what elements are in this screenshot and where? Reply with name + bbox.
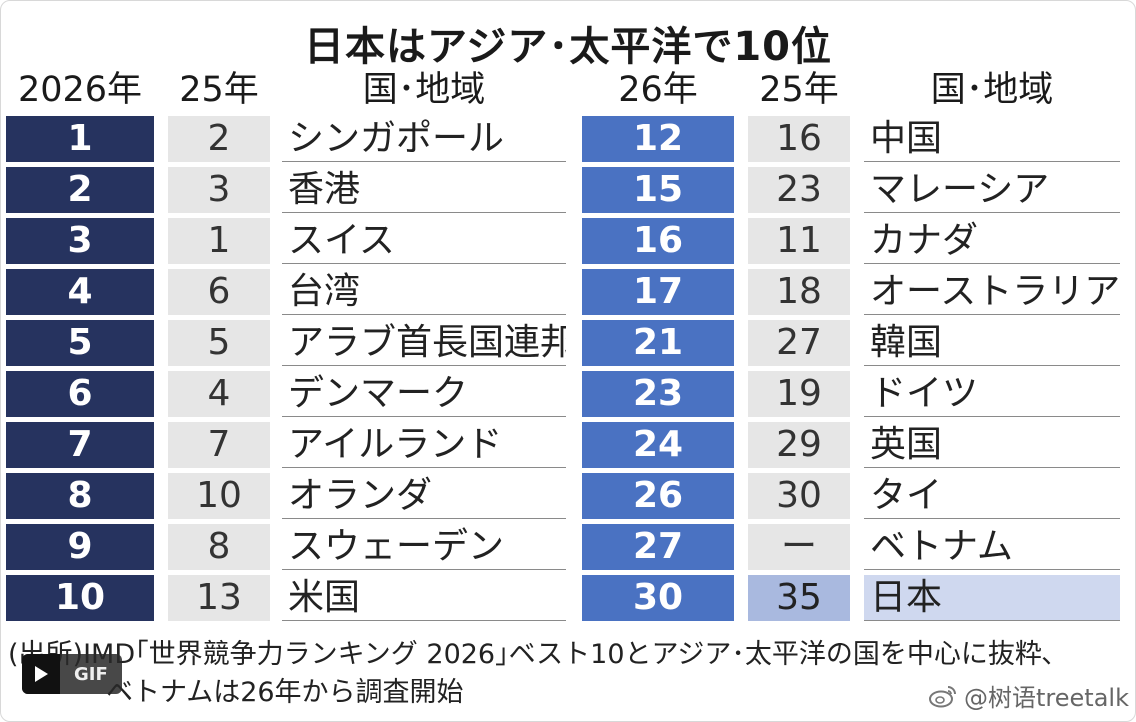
- source-note-line2: ベトナムは26年から調査開始: [106, 677, 464, 708]
- right-prev-rank-cell: 27: [748, 320, 850, 366]
- right-prev-rank-cell: 23: [748, 167, 850, 213]
- page-title: 日本はアジア･太平洋で10位: [303, 24, 833, 70]
- left-prev-rank-cell: 4: [168, 371, 270, 417]
- source-note-line1: (出所)IMD｢世界競争力ランキング 2026｣ベスト10とアジア･太平洋の国を…: [8, 639, 1056, 670]
- right-country-name-cell: マレーシア: [864, 167, 1120, 213]
- watermark: @树语treetalk: [928, 678, 1129, 713]
- right-country-name-cell: 中国: [864, 116, 1120, 162]
- left-country-name-cell: スウェーデン: [282, 524, 566, 570]
- left-country-name-cell: 米国: [282, 575, 566, 621]
- right-rank-cell: 15: [582, 167, 734, 213]
- left-rank-cell: 3: [6, 218, 154, 264]
- left-rank-cell: 5: [6, 320, 154, 366]
- header-left-rank: 2026年: [17, 70, 143, 110]
- left-country-name-cell: オランダ: [282, 473, 566, 519]
- right-rank-cell: 24: [582, 422, 734, 468]
- weibo-icon: [929, 685, 956, 707]
- left-country-name-cell: アラブ首長国連邦: [282, 320, 566, 366]
- watermark-text: @树语treetalk: [964, 684, 1129, 712]
- left-country-name-cell: アイルランド: [282, 422, 566, 468]
- left-prev-rank-cell: 1: [168, 218, 270, 264]
- left-country-name-cell: 香港: [282, 167, 566, 213]
- gif-label: GIF: [74, 663, 108, 685]
- right-rank-cell: 26: [582, 473, 734, 519]
- header-right-rank: 26年: [618, 70, 698, 110]
- left-rank-cell: 8: [6, 473, 154, 519]
- left-prev-rank-cell: 10: [168, 473, 270, 519]
- play-icon: [22, 654, 60, 694]
- left-prev-rank-cell: 8: [168, 524, 270, 570]
- header-left-prev: 25年: [179, 70, 259, 110]
- right-country-name-cell: 英国: [864, 422, 1120, 468]
- right-rank-cell: 12: [582, 116, 734, 162]
- right-country-name-cell: タイ: [864, 473, 1120, 519]
- left-rank-cell: 4: [6, 269, 154, 315]
- right-rank-cell: 30: [582, 575, 734, 621]
- source-note: (出所)IMD｢世界競争力ランキング 2026｣ベスト10とアジア･太平洋の国を…: [8, 636, 1128, 712]
- right-rank-cell: 21: [582, 320, 734, 366]
- header-right-prev: 25年: [759, 70, 839, 110]
- left-prev-rank-cell: 2: [168, 116, 270, 162]
- left-rank-cell: 1: [6, 116, 154, 162]
- left-prev-rank-cell: 6: [168, 269, 270, 315]
- right-country-name-cell: 韓国: [864, 320, 1120, 366]
- right-prev-rank-cell: ー: [748, 524, 850, 570]
- left-country-name-cell: シンガポール: [282, 116, 566, 162]
- left-rank-cell: 9: [6, 524, 154, 570]
- left-country-name-cell: 台湾: [282, 269, 566, 315]
- gif-play-button[interactable]: GIF: [22, 654, 122, 694]
- left-prev-rank-cell: 13: [168, 575, 270, 621]
- right-prev-rank-cell: 30: [748, 473, 850, 519]
- right-prev-rank-cell: 18: [748, 269, 850, 315]
- header-right-name: 国･地域: [930, 70, 1054, 110]
- left-rank-cell: 6: [6, 371, 154, 417]
- left-rank-cell: 10: [6, 575, 154, 621]
- left-prev-rank-cell: 7: [168, 422, 270, 468]
- right-country-name-cell: カナダ: [864, 218, 1120, 264]
- right-prev-rank-cell: 35: [748, 575, 850, 621]
- left-country-name-cell: スイス: [282, 218, 566, 264]
- right-prev-rank-cell: 16: [748, 116, 850, 162]
- right-country-name-cell: ベトナム: [864, 524, 1120, 570]
- right-prev-rank-cell: 11: [748, 218, 850, 264]
- right-rank-cell: 23: [582, 371, 734, 417]
- left-rank-cell: 7: [6, 422, 154, 468]
- right-country-name-cell: オーストラリア: [864, 269, 1120, 315]
- right-country-name-cell: ドイツ: [864, 371, 1120, 417]
- left-prev-rank-cell: 5: [168, 320, 270, 366]
- right-rank-cell: 16: [582, 218, 734, 264]
- left-country-name-cell: デンマーク: [282, 371, 566, 417]
- right-prev-rank-cell: 29: [748, 422, 850, 468]
- right-rank-cell: 17: [582, 269, 734, 315]
- left-prev-rank-cell: 3: [168, 167, 270, 213]
- left-rank-cell: 2: [6, 167, 154, 213]
- right-rank-cell: 27: [582, 524, 734, 570]
- right-prev-rank-cell: 19: [748, 371, 850, 417]
- header-left-name: 国･地域: [362, 70, 486, 110]
- right-country-name-cell: 日本: [864, 575, 1120, 621]
